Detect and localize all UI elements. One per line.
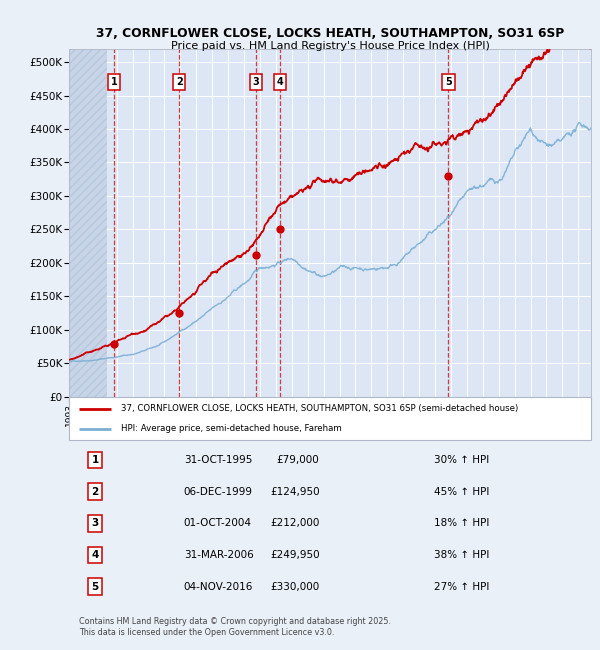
Text: 06-DEC-1999: 06-DEC-1999 [184, 487, 253, 497]
Text: 45% ↑ HPI: 45% ↑ HPI [434, 487, 490, 497]
Text: 37, CORNFLOWER CLOSE, LOCKS HEATH, SOUTHAMPTON, SO31 6SP (semi-detached house): 37, CORNFLOWER CLOSE, LOCKS HEATH, SOUTH… [121, 404, 518, 413]
Text: 27% ↑ HPI: 27% ↑ HPI [434, 582, 490, 592]
Text: 01-OCT-2004: 01-OCT-2004 [184, 518, 252, 528]
Text: £212,000: £212,000 [270, 518, 320, 528]
Bar [69, 49, 107, 396]
Text: 1: 1 [110, 77, 118, 87]
Text: HPI: Average price, semi-detached house, Fareham: HPI: Average price, semi-detached house,… [121, 424, 342, 434]
Text: 18% ↑ HPI: 18% ↑ HPI [434, 518, 490, 528]
Text: 04-NOV-2016: 04-NOV-2016 [184, 582, 253, 592]
Text: 2: 2 [91, 487, 99, 497]
Text: 2: 2 [176, 77, 182, 87]
Text: 5: 5 [445, 77, 452, 87]
Text: £249,950: £249,950 [270, 550, 320, 560]
Text: 37, CORNFLOWER CLOSE, LOCKS HEATH, SOUTHAMPTON, SO31 6SP: 37, CORNFLOWER CLOSE, LOCKS HEATH, SOUTH… [96, 27, 564, 40]
Text: £330,000: £330,000 [271, 582, 320, 592]
Text: 4: 4 [91, 550, 99, 560]
Text: 1: 1 [91, 455, 99, 465]
Text: £124,950: £124,950 [270, 487, 320, 497]
Text: 30% ↑ HPI: 30% ↑ HPI [434, 455, 490, 465]
Text: 38% ↑ HPI: 38% ↑ HPI [434, 550, 490, 560]
Text: 5: 5 [91, 582, 99, 592]
Text: £79,000: £79,000 [277, 455, 320, 465]
Text: 3: 3 [253, 77, 259, 87]
Text: 4: 4 [277, 77, 283, 87]
Text: Price paid vs. HM Land Registry's House Price Index (HPI): Price paid vs. HM Land Registry's House … [170, 41, 490, 51]
Text: 31-OCT-1995: 31-OCT-1995 [184, 455, 252, 465]
FancyBboxPatch shape [69, 396, 591, 439]
Text: 3: 3 [91, 518, 99, 528]
Text: Contains HM Land Registry data © Crown copyright and database right 2025.
This d: Contains HM Land Registry data © Crown c… [79, 618, 391, 637]
Text: 31-MAR-2006: 31-MAR-2006 [184, 550, 254, 560]
